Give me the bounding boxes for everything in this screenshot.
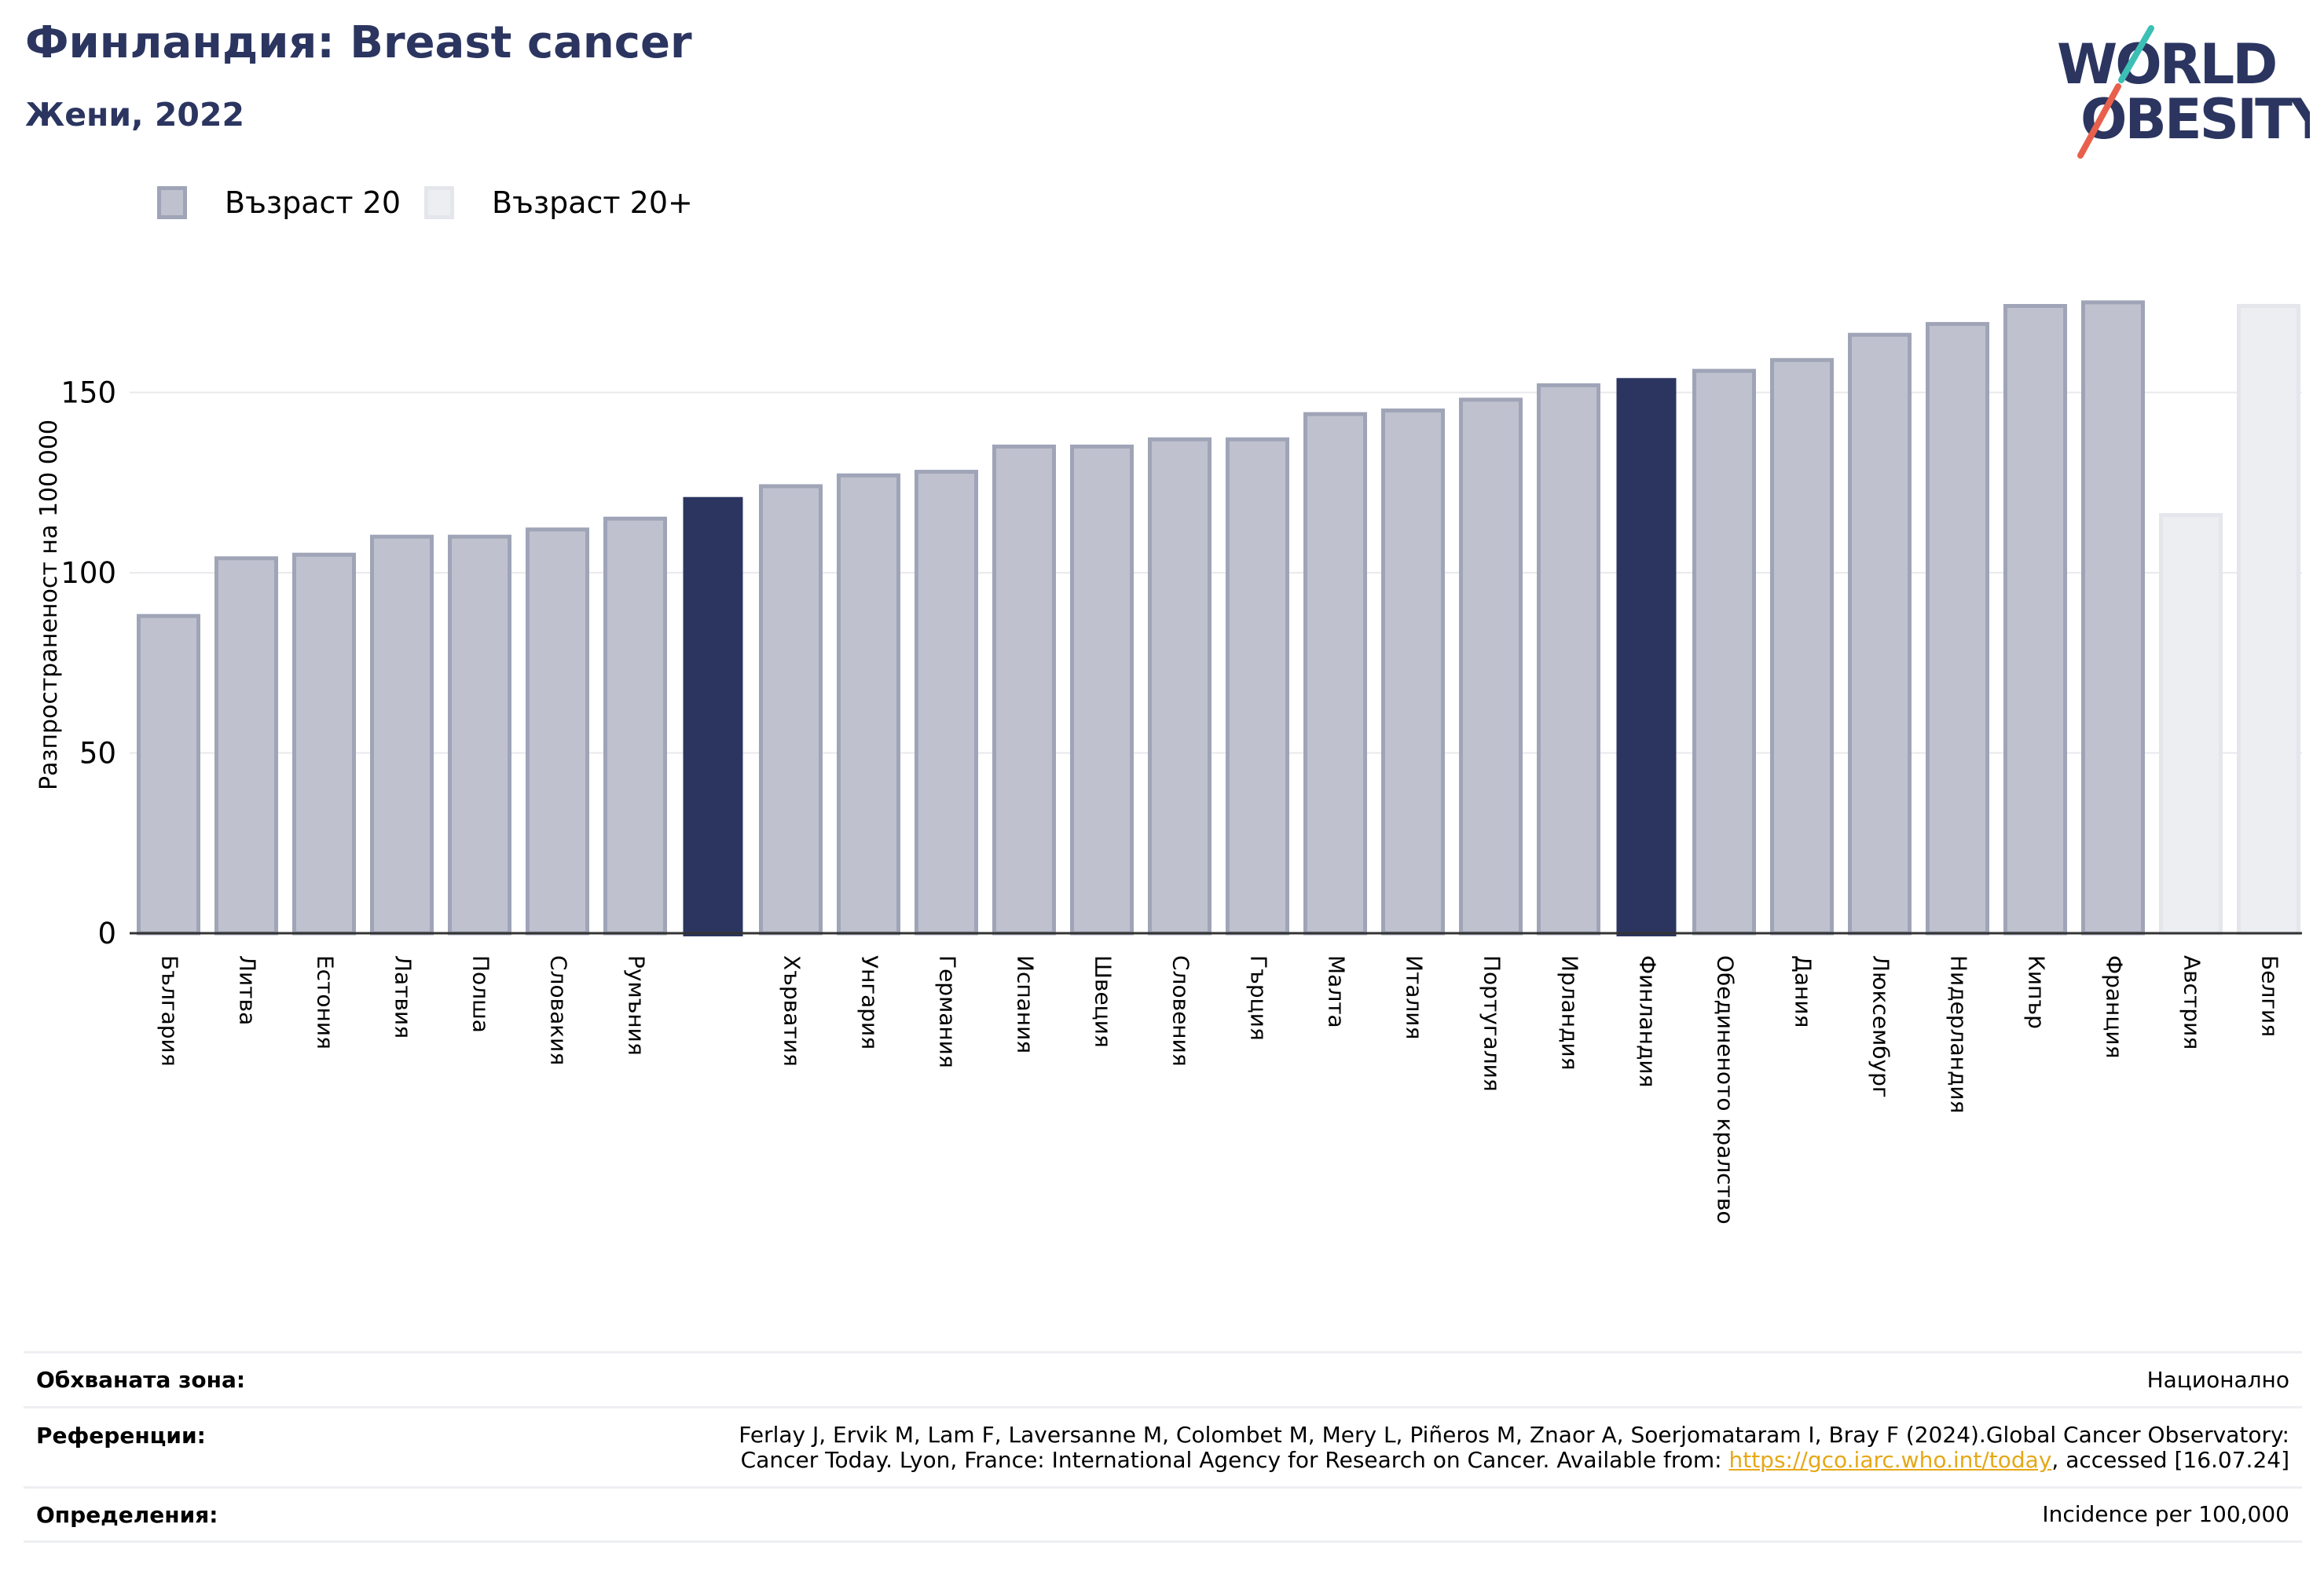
x-tick-label: Ирландия	[1557, 955, 1583, 1070]
bar-16[interactable]	[1381, 408, 1445, 936]
x-tick-label: Германия	[935, 955, 961, 1068]
bars	[137, 300, 2300, 936]
legend-swatch-age20	[157, 186, 187, 219]
bar-10[interactable]	[915, 470, 978, 936]
legend-item-age20[interactable]: Възраст 20	[157, 185, 401, 220]
logo-text-world: WORLD	[2057, 32, 2275, 97]
footer-row-coverage: Обхваната зона: Национално	[24, 1351, 2302, 1406]
logo-slash-teal	[2118, 25, 2154, 83]
chart-footer: Обхваната зона: Национално Референции: F…	[24, 1351, 2302, 1543]
x-tick-label: Словения	[1168, 955, 1194, 1067]
x-tick-label: Румъния	[624, 955, 650, 1056]
bar-18[interactable]	[1537, 383, 1600, 936]
x-tick-label: Испания	[1013, 955, 1039, 1053]
bar-24[interactable]	[2003, 303, 2067, 936]
x-tick-label: Естония	[313, 955, 339, 1049]
bar-20[interactable]	[1692, 368, 1756, 936]
legend-label-age20: Възраст 20	[225, 185, 401, 220]
x-tick-label: Нидерландия	[1946, 955, 1972, 1113]
y-axis-label: Разпространеност на 100 000	[35, 419, 63, 790]
x-tick-label: Гърция	[1246, 955, 1272, 1041]
legend-item-age20plus[interactable]: Възраст 20+	[424, 185, 693, 220]
y-tick-label: 150	[60, 376, 116, 410]
x-tick-label: Швеция	[1091, 955, 1116, 1048]
x-tick-label: Люксембург	[1868, 955, 1894, 1098]
x-tick-label: Словакия	[546, 955, 572, 1065]
logo-text-obesity: OBESITY	[2080, 87, 2310, 152]
x-tick-label: Малта	[1324, 955, 1350, 1028]
chart-legend: Възраст 20 Възраст 20+	[157, 182, 717, 223]
x-tick-label: Франция	[2102, 955, 2128, 1058]
world-obesity-logo: WORLD OBESITY	[2057, 25, 2310, 159]
x-tick-label: Латвия	[390, 955, 416, 1038]
references-line2-pre: Cancer Today. Lyon, France: Internationa…	[740, 1447, 1729, 1473]
bar-9[interactable]	[837, 473, 900, 936]
y-tick-labels: 0 50 100 150	[60, 376, 116, 951]
x-tick-label: Белгия	[2257, 955, 2283, 1037]
bar-1[interactable]	[214, 556, 278, 936]
x-tick-label: Унгария	[857, 955, 883, 1049]
x-tick-label: Обединеното кралство	[1713, 955, 1739, 1224]
y-tick-label: 50	[79, 737, 116, 771]
x-tick-label: Полша	[468, 955, 494, 1033]
bar-2[interactable]	[292, 552, 356, 936]
bar-13[interactable]	[1148, 437, 1211, 936]
references-value: Ferlay J, Ervik M, Lam F, Laversanne M, …	[739, 1423, 2289, 1486]
bar-7[interactable]	[683, 496, 743, 936]
x-tick-label: Дания	[1791, 955, 1816, 1027]
logo-slash-red	[2077, 83, 2121, 159]
footer-row-references: Референции: Ferlay J, Ervik M, Lam F, La…	[24, 1406, 2302, 1486]
bar-23[interactable]	[1926, 321, 1989, 936]
bar-11[interactable]	[992, 444, 1056, 936]
references-line2-post: , accessed [16.07.24]	[2051, 1447, 2289, 1473]
bar-25[interactable]	[2081, 300, 2145, 936]
bar-26[interactable]	[2159, 513, 2223, 936]
footer-row-definitions: Определения: Incidence per 100,000	[24, 1486, 2302, 1543]
chart-subtitle: Жени, 2022	[25, 96, 245, 134]
bar-14[interactable]	[1226, 437, 1289, 936]
legend-label-age20plus: Възраст 20+	[492, 185, 693, 220]
bar-8[interactable]	[759, 484, 823, 936]
bar-5[interactable]	[526, 527, 589, 936]
bar-19[interactable]	[1616, 378, 1677, 936]
references-label: Референции:	[36, 1423, 206, 1449]
bar-12[interactable]	[1070, 444, 1134, 936]
x-tick-label: Литва	[235, 955, 261, 1025]
bar-17[interactable]	[1459, 397, 1523, 936]
bar-21[interactable]	[1770, 357, 1834, 936]
x-tick-label: Хърватия	[779, 955, 805, 1067]
chart-title: Финландия: Breast cancer	[25, 17, 692, 68]
bar-6[interactable]	[603, 516, 667, 936]
coverage-label: Обхваната зона:	[36, 1367, 246, 1393]
references-link[interactable]: https://gco.iarc.who.int/today	[1728, 1447, 2052, 1473]
legend-swatch-age20plus	[424, 186, 454, 219]
x-tick-label: Португалия	[1479, 955, 1505, 1092]
bar-27[interactable]	[2237, 303, 2300, 936]
x-tick-label: Финландия	[1635, 955, 1661, 1087]
bar-0[interactable]	[137, 614, 200, 936]
coverage-value: Национално	[2146, 1366, 2289, 1393]
references-line2: Cancer Today. Lyon, France: Internationa…	[739, 1448, 2289, 1473]
bar-15[interactable]	[1303, 412, 1367, 936]
bar-chart: 0 50 100 150 България Литва Естония Латвия Полш…	[35, 300, 2302, 1224]
definitions-label: Определения:	[36, 1501, 218, 1528]
x-tick-label: Австрия	[2179, 955, 2205, 1049]
bar-3[interactable]	[370, 534, 434, 936]
x-tick-label: Италия	[1402, 955, 1428, 1039]
y-tick-label: 0	[97, 917, 116, 951]
references-line1: Ferlay J, Ervik M, Lam F, Laversanne M, …	[739, 1422, 2289, 1448]
bar-22[interactable]	[1848, 332, 1912, 936]
x-tick-labels: България Литва Естония Латвия Полша Словакия Р…	[157, 955, 2283, 1224]
bar-4[interactable]	[448, 534, 511, 936]
x-tick-label: Кипър	[2024, 955, 2050, 1029]
definitions-value: Incidence per 100,000	[2042, 1501, 2289, 1527]
y-tick-label: 100	[60, 556, 116, 590]
x-tick-label: България	[157, 955, 183, 1067]
